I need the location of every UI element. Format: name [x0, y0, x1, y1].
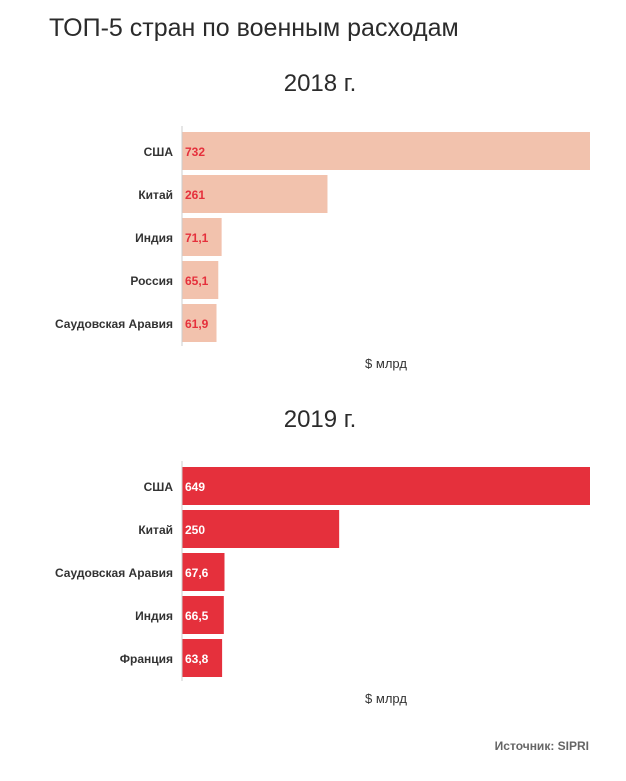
category-label: Индия	[135, 231, 173, 245]
chart-title-2019: 2019 г.	[283, 406, 357, 433]
data-label: 61,9	[185, 317, 209, 331]
chart-title-2018: 2018 г.	[283, 70, 357, 97]
category-label: США	[144, 145, 174, 159]
bar	[182, 132, 590, 170]
category-label: Китай	[138, 188, 173, 202]
bar	[182, 175, 328, 213]
data-label: 732	[185, 145, 205, 159]
data-label: 261	[185, 188, 205, 202]
bar	[182, 467, 590, 505]
chart-2019: 649 США 250 Китай 67,6 Саудовская Аравия 66,5 И…	[55, 461, 590, 706]
bar	[182, 510, 340, 548]
category-label: Индия	[135, 609, 173, 623]
data-label: 63,8	[185, 652, 209, 666]
bar	[182, 596, 224, 634]
category-label: Китай	[138, 523, 173, 537]
category-label: Франция	[120, 652, 173, 666]
page-title: ТОП-5 стран по военным расходам	[49, 14, 459, 42]
source-note: Источник: SIPRI	[494, 739, 589, 753]
bar	[182, 553, 225, 591]
data-label: 65,1	[185, 274, 209, 288]
bar	[182, 218, 222, 256]
x-axis-label: $ млрд	[365, 356, 407, 371]
category-label: Россия	[130, 274, 173, 288]
data-label: 649	[185, 480, 205, 494]
data-label: 66,5	[185, 609, 209, 623]
data-label: 250	[185, 523, 205, 537]
category-label: США	[144, 480, 174, 494]
data-label: 67,6	[185, 566, 209, 580]
category-label: Саудовская Аравия	[55, 566, 173, 580]
category-label: Саудовская Аравия	[55, 317, 173, 331]
bar	[182, 639, 223, 677]
data-label: 71,1	[185, 231, 209, 245]
bar	[182, 261, 219, 299]
chart-2018: 732 США 261 Китай 71,1 Индия 65,1 Россия 61,9 Сау…	[55, 126, 590, 371]
x-axis-label: $ млрд	[365, 691, 407, 706]
bar	[182, 304, 217, 342]
